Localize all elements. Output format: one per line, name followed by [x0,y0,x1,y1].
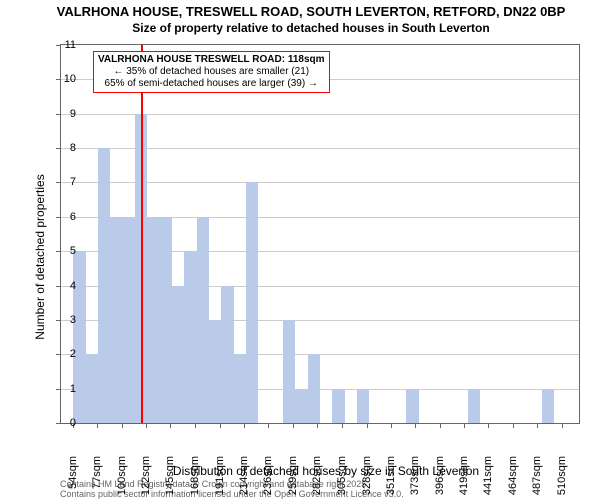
y-axis-label: Number of detached properties [33,157,47,357]
x-tick-mark [293,423,294,428]
x-tick-mark [244,423,245,428]
x-tick-mark [97,423,98,428]
y-tick-label: 11 [52,39,76,51]
histogram-bar [172,286,184,423]
y-tick-label: 9 [52,108,76,120]
x-tick-label: 122sqm [140,456,152,500]
x-tick-label: 145sqm [164,456,176,500]
x-tick-mark [367,423,368,428]
x-tick-mark [268,423,269,428]
x-tick-label: 100sqm [116,456,128,500]
title-line1: VALRHONA HOUSE, TRESWELL ROAD, SOUTH LEV… [30,4,592,19]
x-tick-label: 191sqm [214,456,226,500]
title-line2: Size of property relative to detached ho… [30,21,592,35]
x-tick-label: 351sqm [385,456,397,500]
x-tick-mark [562,423,563,428]
x-tick-label: 282sqm [311,456,323,500]
y-tick-label: 10 [52,73,76,85]
histogram-bar [160,217,172,423]
x-tick-mark [513,423,514,428]
x-tick-label: 373sqm [409,456,421,500]
x-tick-label: 328sqm [361,456,373,500]
footer: Contains HM Land Registry data © Crown c… [60,480,404,500]
x-tick-mark [440,423,441,428]
y-tick-label: 6 [52,211,76,223]
annotation-box: VALRHONA HOUSE TRESWELL ROAD: 118sqm← 35… [93,51,330,93]
y-tick-label: 5 [52,245,76,257]
y-tick-label: 1 [52,383,76,395]
histogram-bar [123,217,135,423]
histogram-bar [147,217,159,423]
x-tick-label: 236sqm [262,456,274,500]
x-tick-label: 464sqm [507,456,519,500]
histogram-bar [197,217,209,423]
title-block: VALRHONA HOUSE, TRESWELL ROAD, SOUTH LEV… [30,4,592,35]
y-tick-label: 7 [52,176,76,188]
x-tick-mark [146,423,147,428]
y-tick-label: 4 [52,280,76,292]
x-tick-label: 396sqm [434,456,446,500]
histogram-bar [209,320,221,423]
annotation-line3: 65% of semi-detached houses are larger (… [98,78,325,90]
x-tick-mark [122,423,123,428]
x-tick-label: 441sqm [482,456,494,500]
y-tick-label: 0 [52,417,76,429]
x-tick-label: 54sqm [67,456,79,500]
x-tick-label: 419sqm [458,456,470,500]
x-tick-label: 168sqm [189,456,201,500]
x-tick-mark [342,423,343,428]
histogram-bar [98,148,110,423]
x-tick-label: 259sqm [287,456,299,500]
histogram-bar [295,389,307,423]
x-tick-mark [391,423,392,428]
x-tick-label: 487sqm [531,456,543,500]
x-tick-mark [415,423,416,428]
x-tick-mark [195,423,196,428]
histogram-bar [246,182,258,423]
x-tick-mark [317,423,318,428]
plot-area: VALRHONA HOUSE TRESWELL ROAD: 118sqm← 35… [60,44,580,424]
x-tick-label: 214sqm [238,456,250,500]
y-tick-label: 3 [52,314,76,326]
footer-line2: Contains public sector information licen… [60,490,404,500]
histogram-bar [73,251,85,423]
histogram-bar [308,354,320,423]
x-tick-label: 510sqm [556,456,568,500]
histogram-bar [406,389,418,423]
x-tick-mark [537,423,538,428]
histogram-bar [86,354,98,423]
histogram-bar [468,389,480,423]
histogram-bar [110,217,122,423]
x-tick-mark [464,423,465,428]
histogram-bar [234,354,246,423]
y-tick-label: 8 [52,142,76,154]
histogram-bar [357,389,369,423]
marker-line [141,45,143,423]
x-tick-mark [488,423,489,428]
histogram-bar [542,389,554,423]
histogram-bar [283,320,295,423]
x-tick-mark [170,423,171,428]
y-tick-label: 2 [52,348,76,360]
x-tick-label: 305sqm [336,456,348,500]
histogram-bar [221,286,233,423]
chart-container: VALRHONA HOUSE, TRESWELL ROAD, SOUTH LEV… [0,0,600,500]
x-tick-mark [220,423,221,428]
histogram-bar [332,389,344,423]
annotation-line1: VALRHONA HOUSE TRESWELL ROAD: 118sqm [98,54,325,66]
annotation-line2: ← 35% of detached houses are smaller (21… [98,66,325,78]
x-tick-label: 77sqm [91,456,103,500]
histogram-bar [184,251,196,423]
